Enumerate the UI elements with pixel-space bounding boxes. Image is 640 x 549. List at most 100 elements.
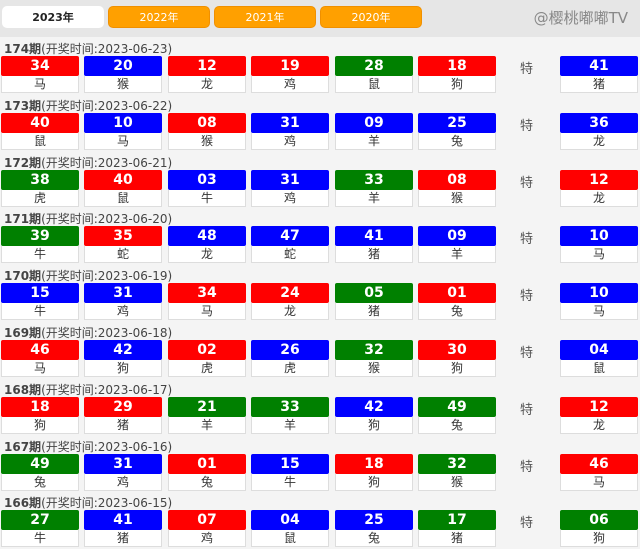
draw-row: 168期(开奖时间:2023-06-17) 18 狗 29 猪 21 羊 33 羊 42 狗 49 兔特… bbox=[0, 379, 640, 435]
ball: 12 龙 bbox=[168, 56, 246, 93]
ball-number: 25 bbox=[335, 510, 413, 531]
ball-number: 26 bbox=[251, 340, 329, 360]
special-label: 特 bbox=[520, 118, 534, 134]
ball-number: 33 bbox=[251, 396, 329, 417]
draw-time: (开奖时间:2023-06-19) bbox=[41, 269, 173, 284]
period: 171期 bbox=[4, 212, 42, 227]
zodiac: 兔 bbox=[418, 416, 496, 434]
draw-title: 167期(开奖时间:2023-06-16) bbox=[4, 438, 172, 455]
zodiac: 鸡 bbox=[84, 473, 162, 491]
period: 166期 bbox=[4, 496, 42, 511]
special-label: 特 bbox=[520, 62, 534, 77]
draw-row: 166期(开奖时间:2023-06-15) 27 牛 41 猪 07 鸡 04 鼠 25 兔 17 猪特… bbox=[0, 492, 640, 548]
ball-number: 36 bbox=[560, 112, 638, 133]
zodiac: 狗 bbox=[560, 530, 638, 548]
special-label: 特 bbox=[520, 346, 534, 361]
ball: 42 狗 bbox=[335, 396, 413, 434]
draw-row: 170期(开奖时间:2023-06-19) 15 牛 31 鸡 34 马 24 龙 05 猪 01 兔特… bbox=[0, 265, 640, 321]
ball: 34 马 bbox=[1, 56, 79, 93]
draw-time: (开奖时间:2023-06-18) bbox=[41, 326, 173, 340]
ball: 26 虎 bbox=[251, 340, 329, 377]
tab-2022[interactable]: 2022年 bbox=[108, 6, 210, 28]
period: 170期 bbox=[4, 269, 42, 284]
ball-number: 08 bbox=[168, 112, 246, 133]
draw-row: 169期(开奖时间:2023-06-18) 46 马 42 狗 02 虎 26 虎 32 猴 30 狗特… bbox=[0, 322, 640, 378]
ball: 02 虎 bbox=[168, 340, 246, 377]
zodiac: 马 bbox=[560, 303, 638, 321]
ball: 38 虎 bbox=[1, 169, 79, 207]
zodiac: 鼠 bbox=[84, 189, 162, 207]
tab-2021[interactable]: 2021年 bbox=[214, 6, 316, 28]
zodiac: 马 bbox=[168, 303, 246, 321]
zodiac: 狗 bbox=[418, 360, 496, 377]
zodiac: 猪 bbox=[84, 530, 162, 548]
ball-number: 09 bbox=[335, 112, 413, 133]
tab-2023[interactable]: 2023年 bbox=[2, 6, 104, 28]
tab-2020[interactable]: 2020年 bbox=[320, 6, 422, 28]
draw-time: (开奖时间:2023-06-15) bbox=[41, 496, 173, 511]
zodiac: 猪 bbox=[335, 246, 413, 264]
zodiac: 兔 bbox=[418, 303, 496, 321]
special-ball: 10 马 bbox=[560, 226, 638, 264]
ball: 03 牛 bbox=[168, 169, 246, 207]
special-label: 特 bbox=[520, 459, 534, 475]
ball: 28 鼠 bbox=[335, 56, 413, 93]
period: 173期 bbox=[4, 98, 42, 113]
ball-number: 31 bbox=[84, 283, 162, 304]
ball: 18 狗 bbox=[418, 56, 496, 93]
zodiac: 马 bbox=[1, 76, 79, 93]
ball-number: 30 bbox=[418, 340, 496, 360]
ball: 01 兔 bbox=[168, 453, 246, 491]
period: 172期 bbox=[4, 155, 42, 170]
ball: 33 羊 bbox=[335, 169, 413, 207]
draw-time: (开奖时间:2023-06-16) bbox=[41, 439, 173, 454]
zodiac: 鼠 bbox=[560, 360, 638, 377]
year-tabs: @樱桃嘟嘟TV 2023年 2022年 2021年 2020年 bbox=[0, 0, 640, 37]
zodiac: 虎 bbox=[251, 360, 329, 377]
ball: 40 鼠 bbox=[1, 112, 79, 150]
draw-time: (开奖时间:2023-06-22) bbox=[41, 98, 173, 113]
ball-number: 20 bbox=[84, 56, 162, 76]
ball-number: 32 bbox=[335, 340, 413, 360]
ball: 49 兔 bbox=[418, 396, 496, 434]
zodiac: 狗 bbox=[335, 416, 413, 434]
special-ball: 36 龙 bbox=[560, 112, 638, 150]
ball: 42 狗 bbox=[84, 340, 162, 377]
period: 169期 bbox=[4, 326, 42, 340]
draw-title: 171期(开奖时间:2023-06-20) bbox=[4, 210, 172, 227]
zodiac: 虎 bbox=[168, 360, 246, 377]
zodiac: 狗 bbox=[84, 360, 162, 377]
ball-number: 06 bbox=[560, 510, 638, 531]
ball: 09 羊 bbox=[335, 112, 413, 150]
ball: 32 猴 bbox=[418, 453, 496, 491]
ball-number: 38 bbox=[1, 169, 79, 190]
ball-number: 34 bbox=[1, 56, 79, 76]
ball-number: 42 bbox=[84, 340, 162, 360]
ball-number: 10 bbox=[84, 112, 162, 133]
zodiac: 马 bbox=[1, 360, 79, 377]
zodiac: 猪 bbox=[84, 416, 162, 434]
ball-number: 04 bbox=[560, 340, 638, 360]
period: 168期 bbox=[4, 382, 42, 397]
ball-number: 18 bbox=[418, 56, 496, 76]
zodiac: 龙 bbox=[560, 416, 638, 434]
ball-number: 18 bbox=[1, 396, 79, 417]
zodiac: 猪 bbox=[418, 530, 496, 548]
ball: 41 猪 bbox=[84, 510, 162, 548]
watermark: @樱桃嘟嘟TV bbox=[533, 9, 628, 27]
ball-number: 31 bbox=[251, 169, 329, 190]
ball-number: 10 bbox=[560, 226, 638, 247]
draw-time: (开奖时间:2023-06-17) bbox=[41, 382, 173, 397]
ball: 08 猴 bbox=[168, 112, 246, 150]
special-label: 特 bbox=[520, 289, 534, 305]
ball-number: 35 bbox=[84, 226, 162, 247]
ball: 33 羊 bbox=[251, 396, 329, 434]
ball-number: 09 bbox=[418, 226, 496, 247]
zodiac: 鸡 bbox=[251, 76, 329, 93]
zodiac: 猴 bbox=[418, 189, 496, 207]
draw-row: 172期(开奖时间:2023-06-21) 38 虎 40 鼠 03 牛 31 鸡 33 羊 08 猴特… bbox=[0, 152, 640, 208]
zodiac: 猴 bbox=[168, 132, 246, 150]
zodiac: 鼠 bbox=[335, 76, 413, 93]
zodiac: 鸡 bbox=[84, 303, 162, 321]
ball: 48 龙 bbox=[168, 226, 246, 264]
